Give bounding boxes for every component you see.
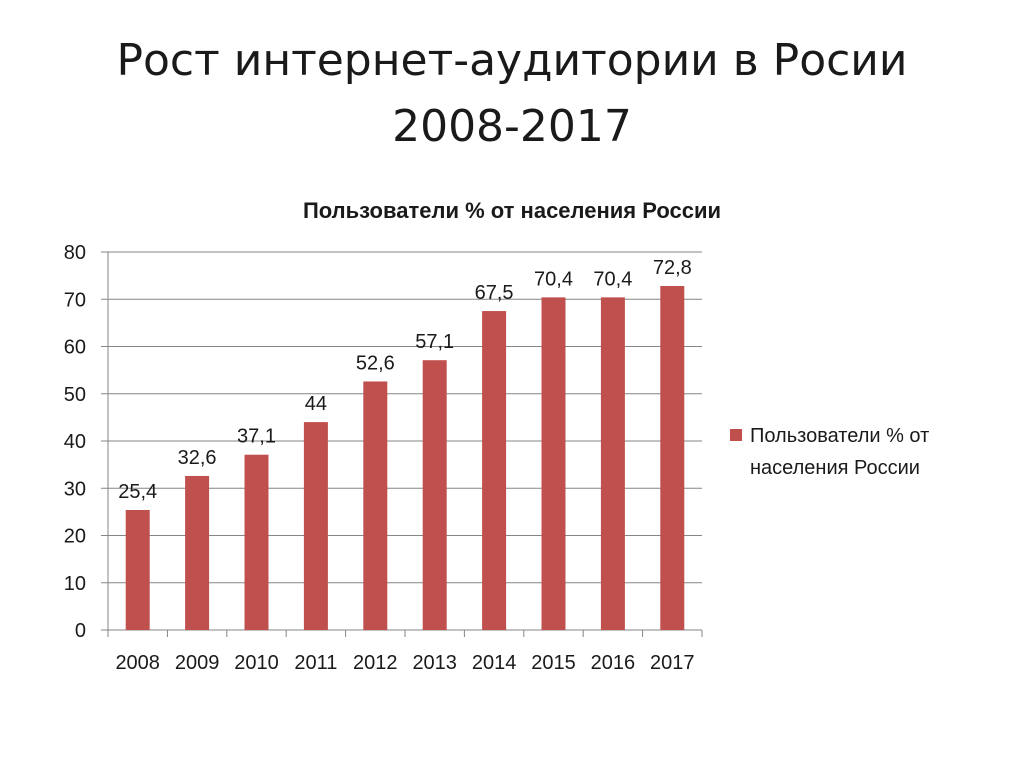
chart-title: Пользователи % от населения России — [303, 198, 721, 223]
bar — [422, 360, 447, 630]
data-label: 25,4 — [118, 481, 157, 503]
y-tick-label: 70 — [64, 289, 86, 311]
data-label: 70,4 — [534, 268, 573, 290]
x-tick-label: 2012 — [353, 652, 398, 674]
bar — [185, 475, 210, 630]
x-tick-label: 2009 — [175, 652, 220, 674]
bar-chart: Пользователи % от населения России 0 10 20… — [64, 198, 930, 674]
x-tick-label: 2013 — [412, 652, 457, 674]
bar — [363, 381, 388, 630]
x-tick-label: 2017 — [650, 652, 695, 674]
data-label: 72,8 — [653, 257, 692, 279]
slide-title-line-2: 2008-2017 — [392, 101, 632, 152]
legend: Пользователи % от населения России — [730, 425, 929, 479]
x-tick-label: 2011 — [294, 652, 337, 674]
y-tick-label: 80 — [64, 242, 86, 264]
data-label: 44 — [305, 393, 327, 415]
chart-container: Пользователи % от населения России 0 10 20… — [0, 180, 1024, 700]
y-tick-label: 20 — [64, 526, 86, 548]
slide-title-line-1: Рост интернет-аудитории в Росии — [116, 35, 908, 86]
slide-title: Рост интернет-аудитории в Росии 2008-201… — [0, 28, 1024, 160]
y-tick-label: 50 — [64, 384, 86, 406]
bar — [660, 286, 685, 630]
bar — [303, 422, 328, 630]
bar — [600, 297, 625, 630]
x-tick-label: 2014 — [472, 652, 517, 674]
data-label: 70,4 — [593, 268, 632, 290]
y-tick-label: 0 — [75, 620, 86, 642]
bars — [125, 286, 685, 630]
legend-swatch — [730, 429, 742, 441]
data-label: 32,6 — [178, 447, 217, 469]
data-label: 57,1 — [415, 331, 454, 353]
bar — [482, 311, 507, 630]
bar — [244, 454, 269, 630]
data-label: 67,5 — [475, 282, 514, 304]
legend-label: населения России — [750, 457, 920, 479]
bar — [125, 509, 150, 630]
axes: 0 10 20 30 40 50 60 70 80 2008 2009 2010 2011 2012 201… — [64, 242, 703, 674]
y-tick-label: 60 — [64, 337, 86, 359]
x-tick-label: 2010 — [234, 652, 279, 674]
y-tick-label: 30 — [64, 478, 86, 500]
bar — [541, 297, 566, 630]
x-tick-label: 2008 — [115, 652, 160, 674]
data-labels: 25,4 32,6 37,1 44 52,6 57,1 67,5 70,4 70,4 72,8 — [118, 257, 692, 503]
data-label: 52,6 — [356, 352, 395, 374]
y-tick-label: 10 — [64, 573, 86, 595]
y-tick-label: 40 — [64, 431, 86, 453]
x-tick-label: 2016 — [591, 652, 636, 674]
x-tick-label: 2015 — [531, 652, 576, 674]
data-label: 37,1 — [237, 426, 276, 448]
legend-label: Пользователи % от — [750, 425, 929, 447]
